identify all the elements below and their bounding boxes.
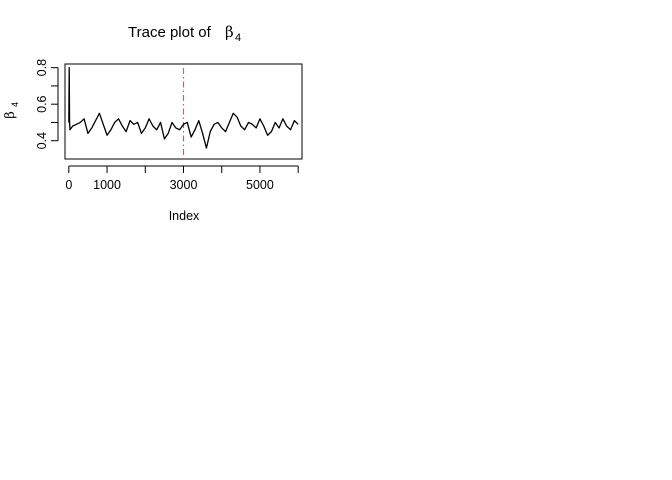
x-tick-label: 1000 [93,178,121,192]
chart-title-symbol: β [225,23,234,41]
x-tick-label: 0 [65,178,72,192]
y-tick-label: 0.4 [35,132,49,149]
y-axis: 0.4 0.6 0.8 [35,59,59,149]
chart-title-subscript: 4 [235,32,241,44]
chart-title: Trace plot of β 4 [128,23,241,44]
x-tick-label: 5000 [246,178,274,192]
y-axis-label-subscript: 4 [10,102,20,107]
series-layer [68,67,299,149]
trace-series-line [68,67,299,149]
x-tick-label: 3000 [170,178,198,192]
y-axis-label-symbol: β [3,111,18,119]
chart-title-text: Trace plot of [128,24,212,41]
y-axis-label: β 4 [3,102,20,119]
x-axis: 0 1000 3000 5000 [65,165,299,192]
x-axis-label: Index [169,209,200,223]
y-tick-label: 0.8 [35,59,49,76]
y-tick-label: 0.6 [35,95,49,112]
